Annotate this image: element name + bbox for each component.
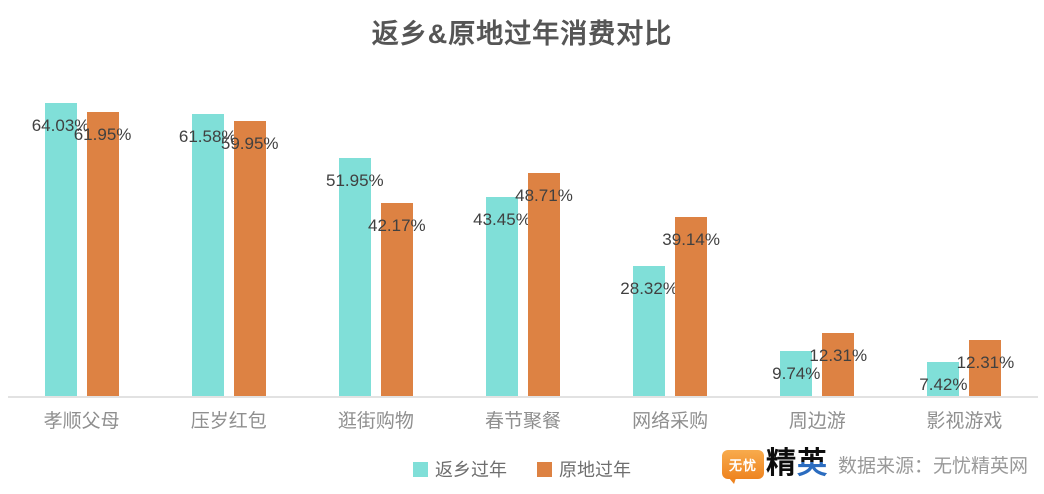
plot-area: 64.03% 61.95% 61.58% 59.95% 51.95% 42.17% 43.4… xyxy=(8,50,1038,398)
bar-value-label: 28.32% xyxy=(620,279,678,298)
bar-返乡过年: 9.74% xyxy=(772,351,820,396)
legend-swatch xyxy=(537,461,552,477)
category-label: 逛街购物 xyxy=(337,411,414,432)
chart-title: 返乡&原地过年消费对比 xyxy=(371,19,673,49)
bar-value-label: 61.58% xyxy=(178,127,237,146)
bar-value-label: 42.17% xyxy=(368,216,426,235)
bar-返乡过年: 43.45% xyxy=(473,197,531,396)
bar-value-label: 51.95% xyxy=(326,171,384,190)
bar-value-label: 48.71% xyxy=(515,186,573,205)
category-axis: 孝顺父母 压岁红包 逛街购物 春节聚餐 网络采购 周边游 影视游戏 xyxy=(8,406,1038,433)
bar-返乡过年: 7.42% xyxy=(919,362,968,396)
bar-group: 64.03% 61.95% xyxy=(8,50,155,396)
bar-原地过年: 12.31% xyxy=(809,333,867,396)
bar-value-label: 43.45% xyxy=(473,210,531,229)
bar-value-label: 61.95% xyxy=(73,125,132,144)
category-label: 春节聚餐 xyxy=(484,411,561,432)
logo-bubble: 无忧 xyxy=(721,449,764,479)
bar-返乡过年: 64.03% xyxy=(32,103,89,396)
bar-原地过年: 12.31% xyxy=(957,340,1014,396)
bar-原地过年: 39.14% xyxy=(662,217,720,396)
category-label: 影视游戏 xyxy=(926,411,1003,432)
bar-value-label: 12.31% xyxy=(809,346,868,365)
legend-label: 原地过年 xyxy=(559,460,631,480)
bar-group: 9.74% 12.31% xyxy=(744,50,891,396)
bar-value-label: 64.03% xyxy=(31,116,90,135)
category-label: 孝顺父母 xyxy=(43,411,120,432)
bar-group: 43.45% 48.71% xyxy=(449,50,596,396)
bar-返乡过年: 28.32% xyxy=(620,266,678,396)
bar-原地过年: 59.95% xyxy=(221,121,279,396)
legend-item: 原地过年 xyxy=(537,456,631,482)
bar-group: 61.58% 59.95% xyxy=(155,50,302,396)
bar-group: 51.95% 42.17% xyxy=(302,50,449,396)
legend: 返乡过年 原地过年 xyxy=(0,456,1044,482)
bar-value-label: 39.14% xyxy=(662,230,720,249)
logo-elite-text: 精英 xyxy=(765,447,828,480)
bar-返乡过年: 61.58% xyxy=(179,114,237,396)
bar-原地过年: 42.17% xyxy=(368,203,426,396)
bar-value-label: 12.31% xyxy=(956,353,1015,372)
legend-item: 返乡过年 xyxy=(413,456,507,482)
category-label: 周边游 xyxy=(788,411,846,432)
bar-group: 7.42% 12.31% xyxy=(891,50,1038,396)
bar-原地过年: 48.71% xyxy=(515,173,573,396)
legend-swatch xyxy=(413,461,428,477)
bar-group: 28.32% 39.14% xyxy=(597,50,744,396)
bar-原地过年: 61.95% xyxy=(74,112,131,396)
category-label: 压岁红包 xyxy=(190,411,267,432)
bar-value-label: 7.42% xyxy=(919,375,968,394)
bar-value-label: 9.74% xyxy=(772,364,821,383)
category-label: 网络采购 xyxy=(632,411,709,432)
bar-value-label: 59.95% xyxy=(220,134,279,153)
legend-label: 返乡过年 xyxy=(435,460,507,480)
data-source-text: 数据来源：无忧精英网 xyxy=(837,455,1028,477)
brand-logo: 无忧 精英 数据来源：无忧精英网 xyxy=(721,447,1028,480)
bar-返乡过年: 51.95% xyxy=(326,158,384,396)
